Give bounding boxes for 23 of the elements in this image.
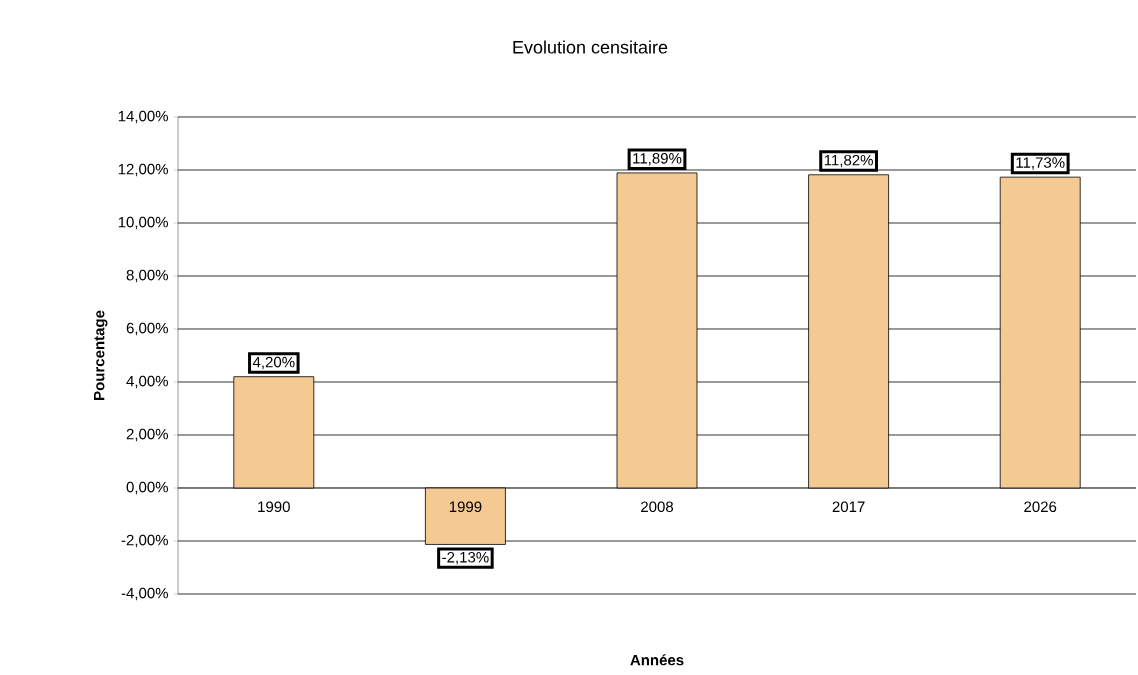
x-axis-title: Années [630,654,684,666]
x-tick-label: 2017 [832,501,865,513]
x-tick-label: 1999 [449,501,482,513]
y-tick-label: 0,00% [126,481,169,495]
y-tick-label: 4,00% [126,375,169,389]
data-label: 4,20% [252,356,295,370]
x-tick-label: 2008 [641,501,674,513]
x-tick-label: 1990 [258,501,290,513]
chart-title: Evolution censitaire [513,40,668,54]
y-tick-label: 6,00% [126,322,169,336]
data-label: 11,89% [633,153,682,166]
y-tick-label: 14,00% [118,110,168,124]
x-tick-label: 2026 [1024,501,1057,513]
y-tick-label: 12,00% [118,163,168,177]
y-tick-label: 8,00% [126,269,169,283]
data-label: 11,82% [824,154,873,168]
y-axis-title: Pourcentage [93,310,108,400]
y-tick-label: -4,00% [121,587,169,601]
y-tick-label: 2,00% [126,428,169,442]
y-tick-label: -2,00% [121,534,169,548]
y-tick-label: 10,00% [118,216,168,230]
data-label: 11,73% [1016,157,1065,170]
data-label: -2,13% [442,551,489,565]
